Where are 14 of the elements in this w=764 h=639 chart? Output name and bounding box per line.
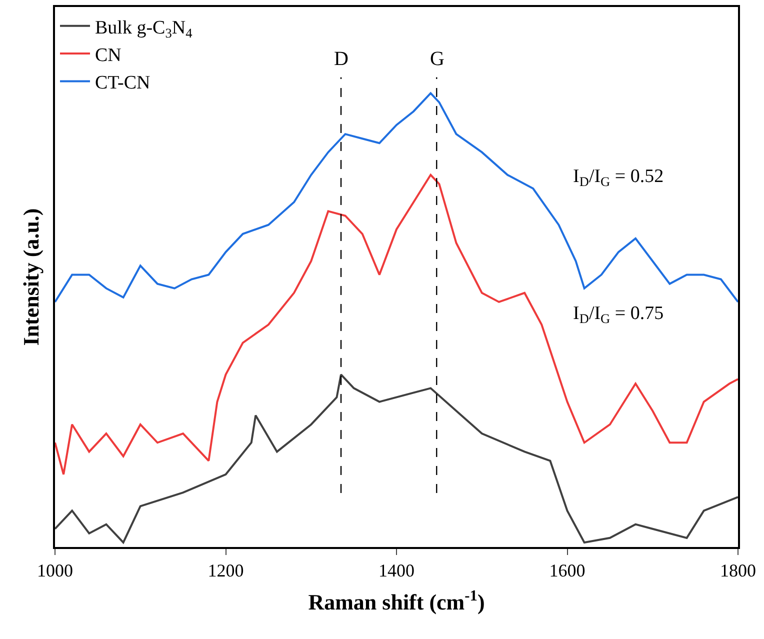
x-tick-label: 1600 — [549, 560, 586, 580]
annotation: I$_{D}$/I$_{G}$ = 0.75 — [573, 303, 664, 326]
legend-label: CN — [95, 44, 122, 66]
x-tick-label: 1000 — [37, 560, 73, 580]
legend-label: CT-CN — [95, 72, 151, 94]
ref-line-label: G — [430, 48, 444, 70]
x-tick-label: 1800 — [720, 560, 756, 580]
y-axis-title: Intensity (a.u.) — [18, 208, 44, 346]
ref-line-label: D — [334, 48, 348, 70]
legend-label: Bulk g-C$_{3}$N$_{4}$ — [95, 17, 193, 40]
x-axis-title: Raman shift (cm$^{-1}$) — [308, 588, 485, 615]
x-tick-label: 1200 — [208, 560, 244, 580]
annotation: I$_{D}$/I$_{G}$ = 0.52 — [573, 166, 664, 189]
x-tick-label: 1400 — [378, 560, 414, 580]
